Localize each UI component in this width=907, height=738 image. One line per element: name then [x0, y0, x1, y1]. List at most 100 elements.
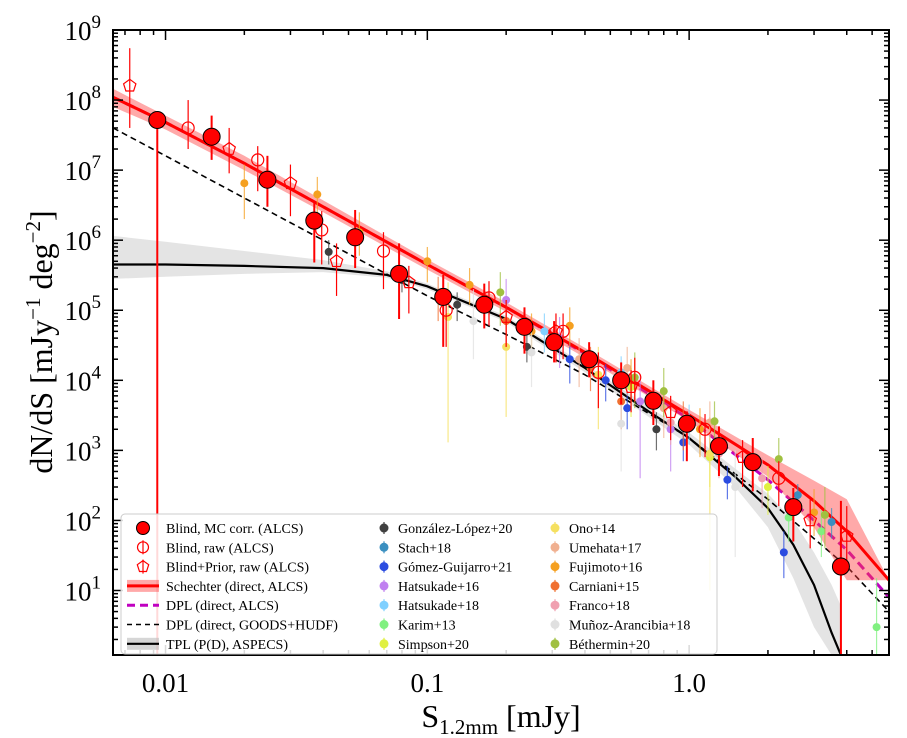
- legend-swatch: [136, 521, 150, 535]
- legend-entry: Carniani+15: [550, 579, 639, 595]
- y-tick-label: 102: [65, 502, 102, 536]
- legend-entry: Blind, raw (ALCS): [136, 540, 274, 556]
- legend-label: TPL (P(D), ASPECS): [166, 638, 288, 653]
- legend-label: Hatsukade+18: [398, 599, 479, 614]
- lit-point: [324, 247, 333, 256]
- legend-label: Fujimoto+16: [569, 561, 642, 576]
- legend-swatch: [379, 639, 389, 649]
- lit-point: [659, 387, 668, 396]
- lit-point: [465, 280, 474, 289]
- legend-label: DPL (direct, GOODS+HUDF): [166, 619, 338, 634]
- lit-point: [453, 300, 462, 309]
- raw-point: [556, 324, 570, 338]
- legend-entry: TPL (P(D), ASPECS): [127, 637, 288, 653]
- main-point: [545, 333, 564, 352]
- x-tick-labels: 0.01 0.1 1.0: [142, 668, 706, 698]
- y-tick-label: 104: [65, 362, 102, 396]
- legend-label: Carniani+15: [569, 580, 639, 595]
- legend-swatch: [550, 600, 560, 610]
- lit-point: [763, 482, 772, 491]
- plot-frame: [112, 29, 890, 656]
- prior-point: [329, 254, 344, 268]
- lit-point: [652, 425, 661, 434]
- prior-point: [499, 309, 514, 323]
- raw-point: [772, 471, 786, 485]
- main-point: [743, 453, 762, 472]
- prior-point: [803, 513, 818, 527]
- legend-label: Karim+13: [398, 619, 456, 634]
- main-point: [580, 350, 599, 369]
- legend-entry: Gómez-Guijarro+21: [379, 560, 512, 576]
- lit-point: [758, 474, 767, 483]
- lit-point: [810, 508, 819, 517]
- lit-point: [565, 355, 574, 364]
- legend-label: Schechter (direct, ALCS): [166, 580, 308, 595]
- legend-swatch: [379, 523, 389, 533]
- legend-entry: Blind, MC corr. (ALCS): [136, 521, 304, 537]
- legend-label: Muñoz-Arancibia+18: [569, 619, 690, 634]
- legend-swatch: [379, 581, 389, 591]
- legend-entry: Béthermin+20: [550, 637, 650, 653]
- y-tick-label: 103: [65, 432, 102, 466]
- main-point: [390, 264, 409, 283]
- legend-swatch: [550, 523, 560, 533]
- legend-swatch: [550, 562, 560, 572]
- lit-point: [423, 257, 432, 266]
- legend-label: González-López+20: [398, 522, 512, 537]
- legend-label: Stach+18: [398, 541, 451, 556]
- raw-point: [376, 244, 391, 258]
- fit-band-tpl: [113, 235, 841, 655]
- legend-entry: Hatsukade+16: [379, 579, 479, 595]
- lit-point: [623, 363, 632, 372]
- main-point: [677, 414, 696, 433]
- main-point: [784, 498, 803, 517]
- alcs-layer: [122, 48, 854, 655]
- lit-point: [793, 491, 802, 500]
- y-axis-title: dN/dS [mJy−1 deg−2]: [21, 210, 59, 473]
- lit-point: [774, 455, 783, 464]
- y-tick-label: 107: [65, 152, 102, 186]
- y-tick-label: 108: [65, 82, 102, 116]
- legend-label: Umehata+17: [569, 541, 641, 556]
- lit-point: [496, 288, 505, 297]
- legend-swatch: [379, 620, 389, 629]
- lit-point: [313, 190, 322, 199]
- x-tick-label: 0.1: [410, 668, 444, 698]
- legend-label: Gómez-Guijarro+21: [398, 561, 512, 576]
- prior-point: [663, 404, 678, 419]
- legend-label: Ono+14: [569, 522, 615, 537]
- lit-point: [817, 527, 826, 536]
- fit-line-dpl-goods: [113, 127, 889, 613]
- main-point: [305, 211, 324, 230]
- main-point: [612, 371, 631, 390]
- prior-point: [222, 141, 237, 155]
- y-tick-labels: 101 102 103 104 105 106 107 108 109: [65, 12, 102, 606]
- legend-swatch: [136, 559, 150, 573]
- lit-point: [710, 417, 719, 426]
- legend-label: Hatsukade+16: [398, 580, 479, 595]
- legend-swatch: [550, 542, 560, 552]
- legend-entry: Muñoz-Arancibia+18: [550, 618, 690, 634]
- y-tick-label: 101: [65, 572, 102, 606]
- legend-swatch: [550, 639, 560, 649]
- lit-point: [872, 623, 881, 632]
- fit-line-tpl: [113, 263, 842, 655]
- lit-point: [601, 376, 610, 385]
- legend-entry: Karim+13: [379, 618, 456, 634]
- lit-point: [723, 475, 732, 484]
- legend-swatch: [550, 620, 560, 629]
- prior-point: [735, 449, 750, 463]
- legend-label: DPL (direct, ALCS): [166, 599, 279, 614]
- legend-label: Blind, raw (ALCS): [166, 541, 274, 556]
- y-tick-label: 105: [65, 292, 102, 326]
- raw-point: [181, 121, 195, 135]
- legend-entry: Fujimoto+16: [550, 560, 642, 576]
- main-point: [515, 317, 534, 336]
- legend-entry: Schechter (direct, ALCS): [127, 579, 308, 595]
- lit-point: [617, 419, 626, 428]
- fit-band-schechter: [113, 88, 889, 581]
- legend-entry: Franco+18: [550, 599, 630, 614]
- lit-point: [695, 425, 704, 434]
- legend-entry: Hatsukade+18: [379, 599, 479, 614]
